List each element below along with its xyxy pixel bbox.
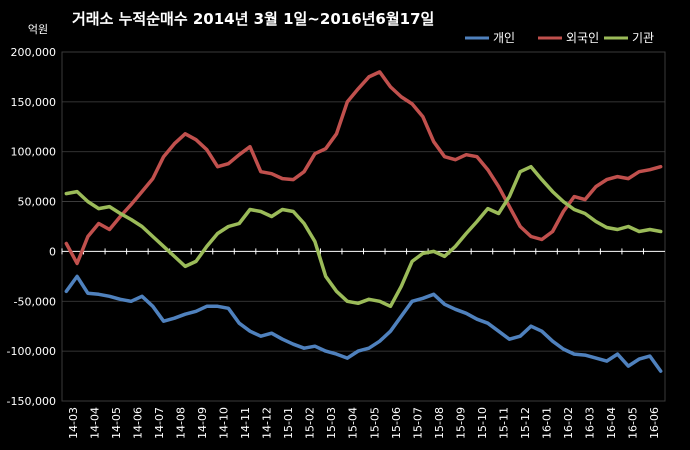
x-tick-label: 16-01 <box>541 407 554 439</box>
x-tick-label: 14-12 <box>261 407 274 439</box>
x-axis-ticks: 14-03 14-04 14-05 14-06 14-07 14-08 14-09 14-10… <box>61 248 661 439</box>
y-axis-ticks: 200,000 150,000 100,000 50,000 0 -50,000 -100,… <box>7 46 56 408</box>
plot-area <box>61 51 666 402</box>
x-tick-label: 15-05 <box>368 407 381 439</box>
x-tick-label: 15-01 <box>282 407 295 439</box>
series-line-기관 <box>64 164 663 309</box>
y-tick-label: -50,000 <box>14 295 56 308</box>
x-tick-label: 14-06 <box>131 407 144 439</box>
x-tick-label: 15-03 <box>325 407 338 439</box>
x-tick-label: 15-12 <box>519 407 532 439</box>
legend-label: 기관 <box>632 31 654 45</box>
y-tick-label: 50,000 <box>18 196 57 209</box>
y-axis-unit: 억원 <box>28 23 48 36</box>
legend-label: 외국인 <box>566 31 599 45</box>
x-tick-label: 14-03 <box>67 407 80 439</box>
series-line-외국인 <box>64 70 663 266</box>
x-tick-label: 14-04 <box>88 407 101 439</box>
x-tick-label: 15-02 <box>304 407 317 439</box>
y-tick-label: 100,000 <box>11 146 57 159</box>
series-lines <box>64 70 663 373</box>
x-tick-label: 15-08 <box>433 407 446 439</box>
x-tick-label: 14-07 <box>153 407 166 439</box>
x-tick-label: 14-10 <box>218 407 231 439</box>
x-tick-label: 14-11 <box>239 407 252 439</box>
y-tick-label: 200,000 <box>11 46 57 59</box>
x-tick-label: 16-04 <box>605 407 618 439</box>
x-tick-label: 16-03 <box>584 407 597 439</box>
x-tick-label: 16-02 <box>562 407 575 439</box>
x-tick-label: 14-09 <box>196 407 209 439</box>
x-tick-label: 15-07 <box>411 407 424 439</box>
y-tick-label: -100,000 <box>7 345 56 358</box>
legend-label: 개인 <box>493 31 515 45</box>
x-tick-label: 15-09 <box>454 407 467 439</box>
legend: 개인 외국인 기관 <box>465 31 654 45</box>
x-tick-label: 16-05 <box>627 407 640 439</box>
y-tick-label: -150,000 <box>7 395 56 408</box>
y-tick-label: 150,000 <box>11 96 57 109</box>
series-line-개인 <box>64 274 663 373</box>
x-tick-label: 15-06 <box>390 407 403 439</box>
x-tick-label: 14-05 <box>110 407 123 439</box>
x-tick-label: 15-04 <box>347 407 360 439</box>
x-tick-label: 15-11 <box>497 407 510 439</box>
x-tick-label: 14-08 <box>174 407 187 439</box>
x-tick-label: 16-06 <box>648 407 661 439</box>
y-tick-label: 0 <box>49 245 56 258</box>
chart-title: 거래소 누적순매수 2014년 3월 1일~2016년6월17일 <box>72 10 435 28</box>
x-tick-label: 15-10 <box>476 407 489 439</box>
